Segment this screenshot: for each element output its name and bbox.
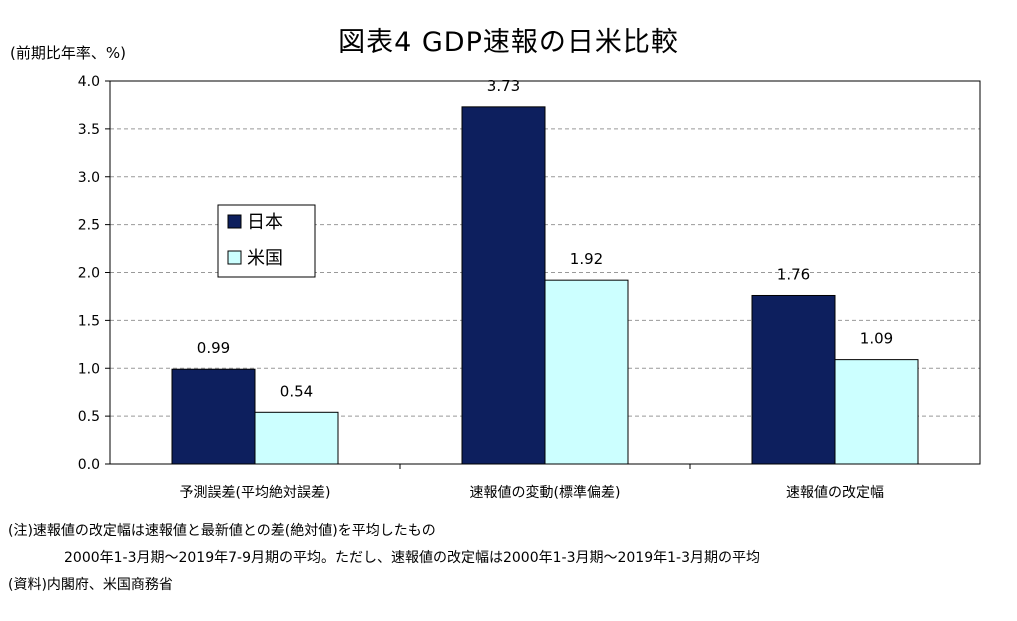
source-line: (資料)内閣府、米国商務省 [8, 577, 173, 593]
legend-label-us: 米国 [247, 248, 283, 269]
data-label: 1.76 [777, 265, 810, 283]
category-label: 速報値の変動(標準偏差) [470, 484, 621, 501]
category-label: 予測誤差(平均絶対誤差) [180, 485, 331, 501]
legend: 日本 米国 [217, 204, 316, 278]
y-tick-label: 0.5 [78, 409, 100, 425]
y-axis-ticks: 0.0 0.5 1.0 1.5 2.0 2.5 3.0 3.5 4.0 [78, 74, 110, 473]
data-label: 1.92 [570, 250, 603, 268]
y-tick-label: 1.5 [78, 313, 100, 329]
bar-us [834, 359, 919, 465]
y-tick-label: 1.0 [78, 361, 100, 377]
x-axis-ticks [399, 464, 691, 469]
y-tick-label: 2.5 [78, 218, 100, 234]
y-tick-label: 4.0 [78, 74, 100, 90]
bar-japan [171, 368, 256, 465]
data-label: 3.73 [487, 77, 520, 95]
note-line: 2000年1-3月期～2019年7-9月期の平均。ただし、速報値の改定幅は200… [64, 550, 760, 566]
plot-area-border [109, 80, 981, 465]
y-tick-label: 0.0 [78, 457, 100, 473]
bar-japan [751, 294, 836, 465]
bars [171, 106, 919, 465]
data-label: 0.99 [197, 339, 230, 357]
y-tick-label: 2.0 [78, 266, 100, 282]
data-label: 1.09 [860, 330, 893, 348]
legend-swatch-japan [227, 214, 242, 229]
bar-japan [461, 106, 546, 465]
category-labels: 予測誤差(平均絶対誤差) 速報値の変動(標準偏差) 速報値の改定幅 [180, 484, 884, 501]
notes: (注)速報値の改定幅は速報値と最新値との差(絶対値)を平均したもの 2000年1… [8, 518, 760, 599]
legend-swatch-us [227, 250, 242, 265]
note-line: (注)速報値の改定幅は速報値と最新値との差(絶対値)を平均したもの [8, 523, 436, 539]
data-label: 0.54 [280, 382, 313, 400]
bar-us [254, 411, 339, 465]
category-label: 速報値の改定幅 [786, 485, 884, 501]
bar-us [544, 279, 629, 465]
chart-title: 図表4 GDP速報の日米比較 [338, 27, 679, 58]
y-tick-label: 3.5 [78, 122, 100, 138]
legend-label-japan: 日本 [247, 212, 283, 233]
y-axis-unit-label: (前期比年率、%) [10, 44, 126, 62]
y-tick-label: 3.0 [78, 170, 100, 186]
